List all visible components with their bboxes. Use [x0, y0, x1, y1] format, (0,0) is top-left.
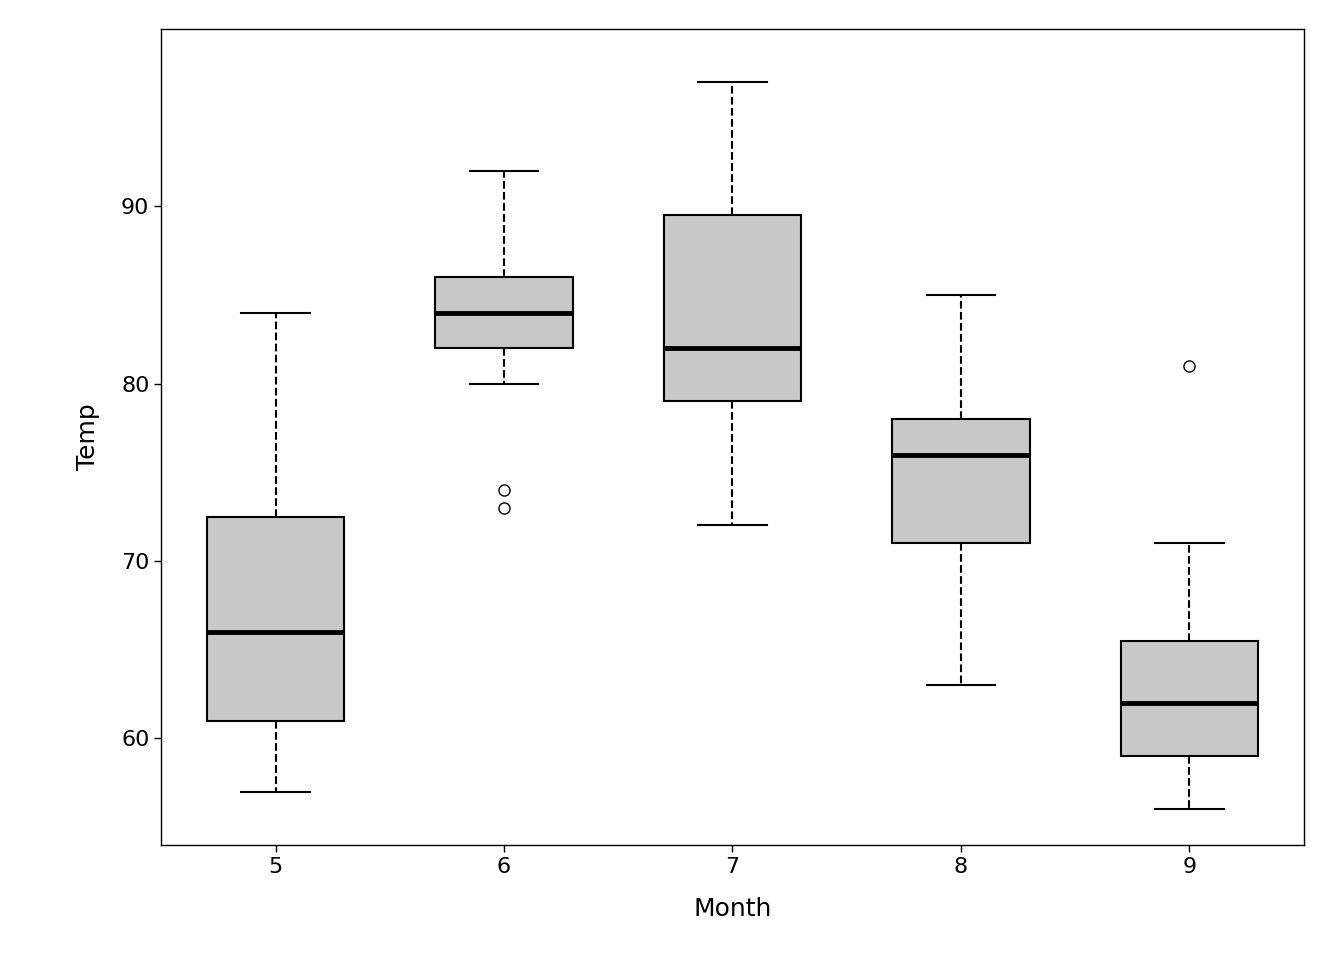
X-axis label: Month: Month	[694, 898, 771, 922]
PathPatch shape	[207, 516, 344, 721]
PathPatch shape	[435, 277, 573, 348]
PathPatch shape	[664, 215, 801, 401]
Y-axis label: Temp: Temp	[77, 403, 101, 470]
PathPatch shape	[892, 420, 1030, 543]
PathPatch shape	[1121, 640, 1258, 756]
